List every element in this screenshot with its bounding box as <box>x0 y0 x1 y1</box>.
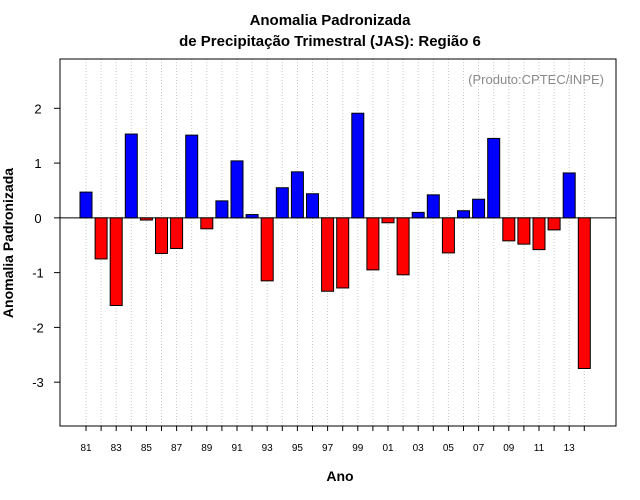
bar-87 <box>170 217 184 250</box>
x-tick-label: 13 <box>564 443 576 454</box>
bar-98 <box>336 217 350 289</box>
y-axis-label: Anomalia Padronizada <box>0 168 16 318</box>
x-axis: 81 83 85 87 89 91 93 95 97 99 01 03 05 07 09 11 13 <box>80 426 585 454</box>
bar-96 <box>306 193 319 219</box>
x-tick-label: 05 <box>443 443 455 454</box>
bar-94 <box>275 187 289 219</box>
bar-95 <box>290 171 304 219</box>
bar-83 <box>109 217 123 306</box>
x-tick-label: 97 <box>322 443 334 454</box>
chart-subtitle: de Precipitação Trimestral (JAS): Região… <box>179 33 481 50</box>
y-tick-label: -1 <box>32 266 44 281</box>
x-tick-label: 85 <box>141 443 153 454</box>
bar-89 <box>200 217 214 230</box>
x-tick-label: 11 <box>534 443 545 454</box>
bar-07 <box>472 198 486 219</box>
bar-06 <box>457 210 470 219</box>
bar-04 <box>426 194 440 219</box>
plot-frame <box>59 58 617 427</box>
bar-01 <box>381 217 395 224</box>
bar-88 <box>185 134 199 219</box>
bar-84 <box>124 133 138 219</box>
x-tick-label: 83 <box>111 443 123 454</box>
x-tick-label: 89 <box>201 443 213 454</box>
x-tick-label: 03 <box>413 443 425 454</box>
x-tick-label: 07 <box>473 443 485 454</box>
bar-00 <box>366 217 380 271</box>
x-axis-label: Ano <box>326 468 353 484</box>
bar-13 <box>562 172 576 219</box>
bar-82 <box>94 217 108 260</box>
bar-81 <box>79 191 93 219</box>
bar-92 <box>245 214 259 219</box>
y-tick-label: 2 <box>34 101 41 116</box>
source-annotation: (Produto:CPTEC/INPE) <box>468 72 604 87</box>
bar-05 <box>441 217 455 254</box>
bar-10 <box>517 217 531 245</box>
x-tick-label: 87 <box>171 443 183 454</box>
bar-86 <box>155 217 168 254</box>
bar-02 <box>396 217 410 276</box>
bar-85 <box>139 217 153 221</box>
x-tick-label: 81 <box>80 443 92 454</box>
x-tick-label: 09 <box>503 443 515 454</box>
x-tick-label: 93 <box>262 443 274 454</box>
bar-03 <box>411 211 425 219</box>
y-tick-label: -3 <box>32 375 44 390</box>
bar-09 <box>502 217 516 242</box>
bar-99 <box>351 112 365 219</box>
x-tick-label: 91 <box>231 443 243 454</box>
bar-14 <box>577 217 591 369</box>
bar-11 <box>532 217 546 251</box>
bar-97 <box>321 217 335 292</box>
bar-91 <box>230 160 244 219</box>
y-tick-label: -2 <box>32 320 44 335</box>
y-tick-label: 1 <box>34 156 41 171</box>
bar-93 <box>260 217 274 282</box>
bar-12 <box>547 217 561 231</box>
chart-title: Anomalia Padronizada <box>250 12 412 29</box>
bars <box>79 112 591 369</box>
y-axis: -3 -2 -1 0 1 2 <box>32 101 60 390</box>
x-tick-label: 95 <box>292 443 304 454</box>
y-tick-label: 0 <box>34 211 41 226</box>
x-tick-label: 99 <box>352 443 364 454</box>
bar-08 <box>487 137 501 219</box>
bar-90 <box>215 200 229 219</box>
x-tick-label: 01 <box>382 443 394 454</box>
